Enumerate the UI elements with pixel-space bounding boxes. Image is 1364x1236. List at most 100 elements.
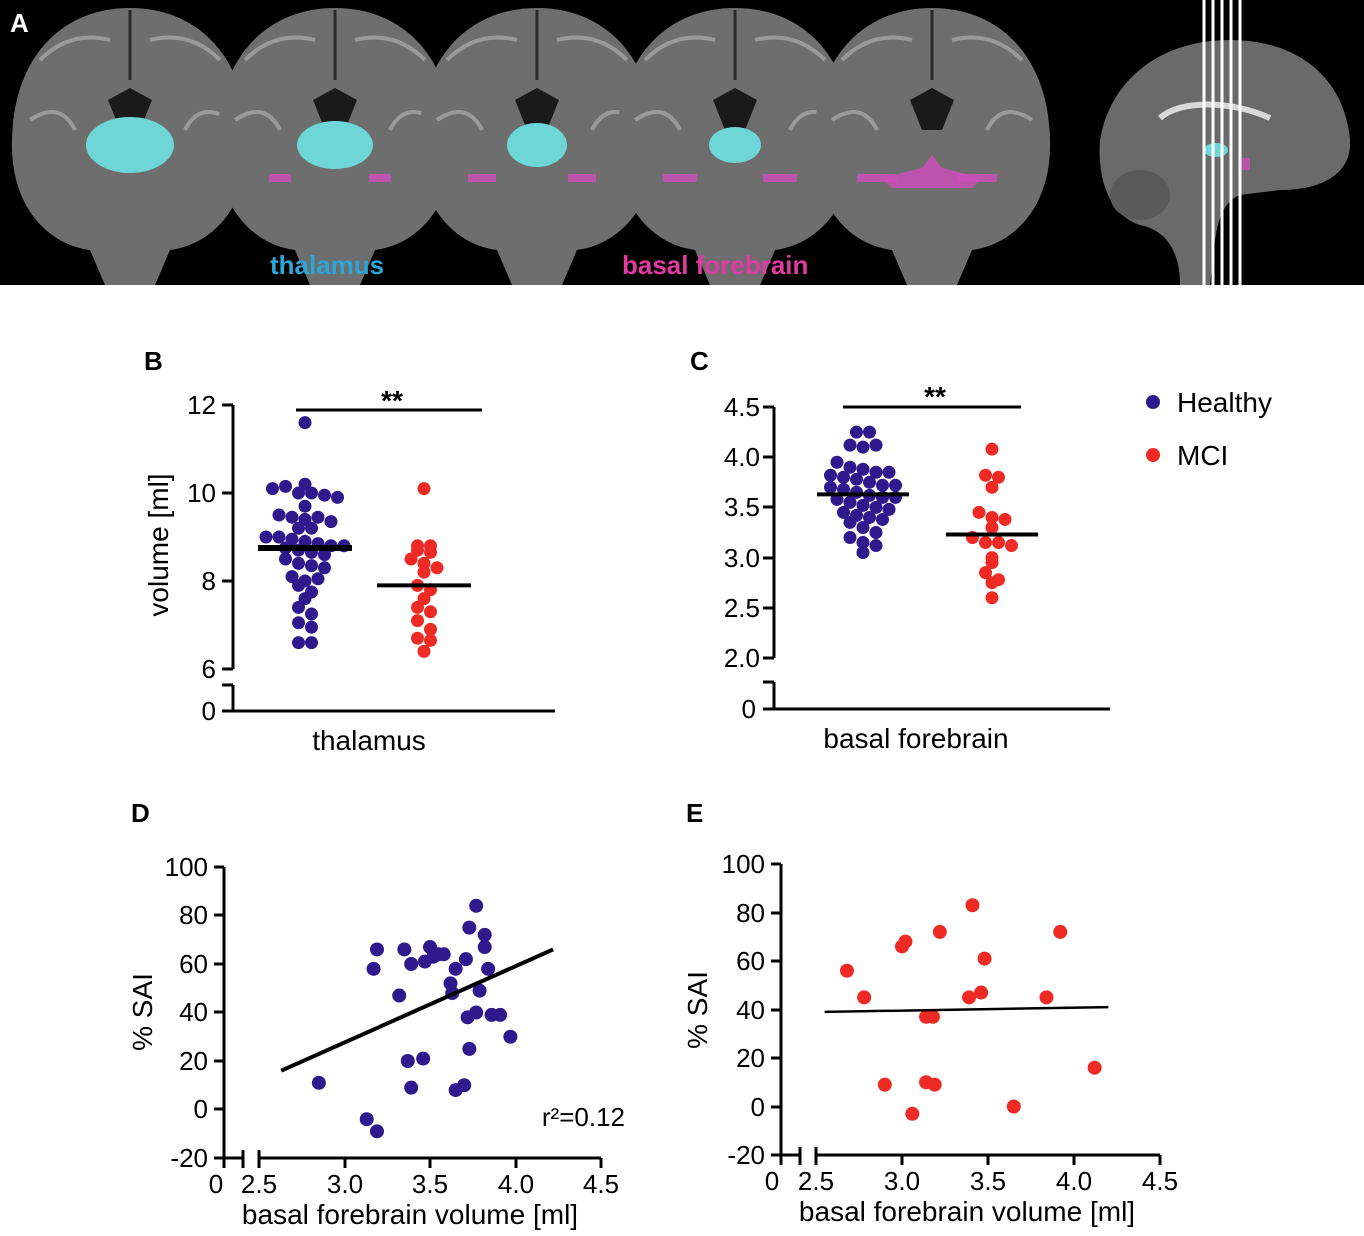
data-point [856,440,870,454]
data-point [436,947,451,962]
data-point [850,472,863,486]
data-point [448,961,463,976]
y-tick-label: 2.5 [724,593,760,623]
data-point [824,480,837,494]
y-tick-label: 8 [202,566,216,596]
panel-b-y-axis [222,403,555,713]
x-tick-label: 3.0 [884,1166,920,1196]
data-point [998,512,1012,526]
data-point [869,465,883,479]
panel-c-basal-forebrain-volume: C 4.5 4.0 3.5 3.0 2.5 2.0 0 ** basal [690,346,1110,754]
x-tick-label: 3.5 [412,1169,448,1199]
significance-marker: ** [924,381,946,412]
coronal-slice [616,8,854,285]
data-point [292,486,305,500]
data-point [292,556,305,570]
x-tick-label: 4.5 [583,1169,619,1199]
data-point [856,498,870,512]
data-point [266,482,279,496]
data-point [424,545,437,559]
data-point [305,486,318,500]
data-point [889,478,902,492]
legend-mci-label: MCI [1177,440,1228,471]
panel-d-sai-vs-volume-healthy: D % SAI 100 80 60 40 20 0 [127,798,625,1230]
data-point [898,934,913,949]
data-point [882,465,896,479]
data-point [1005,539,1018,553]
panel-e-data-marks [824,898,1109,1121]
data-point [292,600,305,614]
data-point [863,425,876,439]
data-point [305,521,318,535]
y-tick-label: 60 [736,946,765,976]
panel-c-data-marks [817,425,1038,605]
panel-c-xlabel: basal forebrain [823,723,1008,754]
legend-mci-marker [1146,448,1160,462]
data-point [417,565,431,579]
panel-b-letter: B [144,346,163,376]
data-point [985,591,999,605]
data-point [876,478,889,492]
x-tick-label: 0 [765,1166,779,1196]
data-point [416,1051,431,1066]
panel-e-y-tick-labels: 100 80 60 40 20 0 -20 [722,849,765,1170]
panel-a-letter: A [10,8,29,38]
y-tick-label: 100 [165,852,208,882]
data-point [856,520,870,534]
data-point [869,500,883,514]
coronal-slice [813,8,1051,285]
data-point [424,622,437,636]
data-point [843,531,857,545]
data-point [404,1080,419,1095]
data-point [837,470,850,484]
data-point [481,961,496,976]
data-point [905,1106,920,1121]
y-tick-label: 0 [751,1092,765,1122]
y-tick-label: 0 [742,694,756,724]
data-point [985,480,999,494]
y-tick-label: 2.0 [724,643,760,673]
data-point [331,490,344,504]
data-point [318,488,331,502]
y-tick-label: 4.5 [724,392,760,422]
data-point [292,521,305,535]
data-point [424,633,437,647]
data-point [397,942,412,957]
panel-e-xlabel: basal forebrain volume [ml] [799,1196,1135,1227]
data-point [311,510,325,524]
y-tick-label: 3.5 [724,492,760,522]
data-point [469,898,484,913]
data-point [279,552,292,566]
y-tick-label: 80 [736,898,765,928]
data-point [985,442,999,456]
data-point [292,616,305,630]
data-point [493,1007,508,1022]
thalamus-label: thalamus [270,250,384,280]
data-point [977,951,992,966]
coronal-slice [418,8,656,285]
coronal-slice [11,8,249,285]
data-point [462,920,477,935]
legend: Healthy MCI [1146,387,1272,471]
data-point [404,957,419,971]
data-point [974,985,989,1000]
x-tick-label: 3.5 [970,1166,1006,1196]
y-tick-label: 0 [202,696,216,726]
data-point [259,530,273,544]
x-tick-label: 2.5 [241,1169,277,1199]
data-point [469,1005,484,1020]
data-point [305,620,318,634]
data-point [503,1029,518,1044]
data-point [457,1078,472,1093]
data-point [856,536,870,550]
data-point [311,572,325,586]
significance-marker: ** [381,385,403,416]
coronal-slice [216,8,454,285]
data-point [824,468,837,482]
y-tick-label: 12 [187,390,216,420]
panel-b-xlabel: thalamus [312,725,426,756]
data-point [477,927,492,942]
data-point [359,1112,374,1127]
data-point [850,425,863,439]
brain-slices [11,8,1051,285]
